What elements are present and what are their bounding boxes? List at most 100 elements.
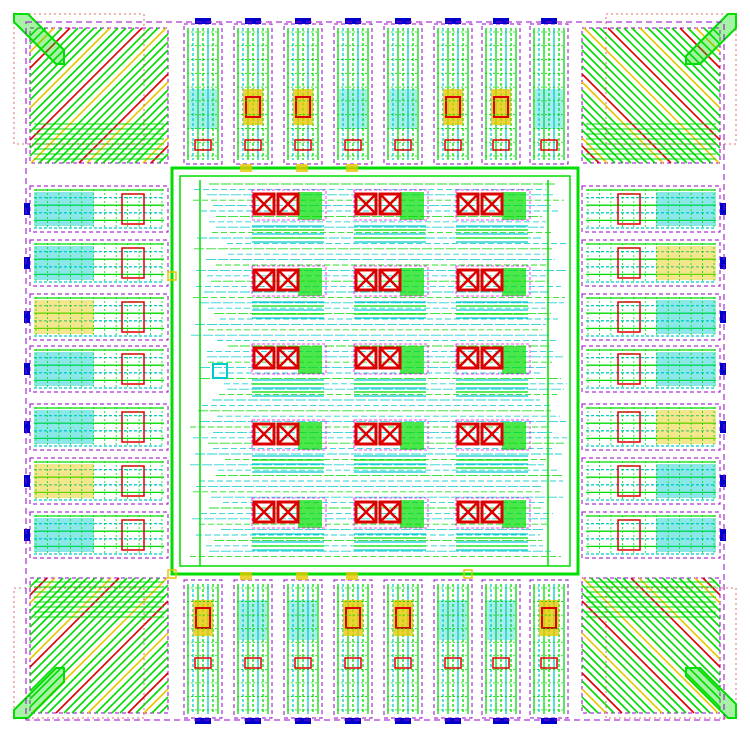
corner-outline: [605, 587, 737, 719]
pad-pin: [541, 18, 557, 24]
core-cell: [251, 343, 327, 397]
pad-gate: [617, 465, 641, 497]
pad-pin: [195, 18, 211, 24]
corner-boundary: [581, 27, 721, 164]
corner-diagonal-trace: [581, 648, 647, 714]
corner-diagonal-trace: [581, 640, 655, 714]
corner-diagonal-trace: [38, 33, 169, 164]
corner-cell: [581, 577, 721, 714]
corner-diagonal-trace: [581, 696, 599, 714]
pad-gate: [345, 607, 361, 629]
pad-boundary: [283, 579, 323, 719]
corner-diagonal-trace: [29, 27, 127, 125]
core-marker: [212, 363, 228, 379]
corner-diagonal-trace: [39, 584, 169, 714]
io-pad-horizontal: [581, 457, 726, 505]
corner-diagonal-trace: [581, 73, 672, 164]
corner-diagonal-trace: [79, 624, 169, 714]
cell-metal-block: [400, 346, 424, 374]
corner-diagonal-trace: [581, 57, 688, 164]
corner-diagonal-trace: [95, 640, 169, 714]
corner-diagonal-trace: [55, 600, 169, 714]
corner-diagonal-trace: [581, 608, 687, 714]
corner-cell: [29, 577, 169, 714]
core-connector: [346, 572, 358, 580]
io-pad-vertical: [383, 579, 423, 724]
pad-metal-block: [289, 600, 317, 640]
crossed-box-diagonal: [253, 269, 275, 291]
pad-gate: [121, 519, 145, 551]
core-connector: [296, 164, 308, 172]
corner-diagonal-trace: [63, 608, 169, 714]
corner-diagonal-trace: [581, 41, 704, 164]
corner-bracket-shape: [685, 13, 737, 65]
pad-pin: [24, 311, 30, 323]
crossed-box-diagonal: [253, 423, 275, 445]
corner-diagonal-trace: [29, 27, 159, 157]
corner-diagonal-trace: [581, 632, 663, 714]
corner-diagonal-trace: [151, 696, 169, 714]
pad-pin: [720, 475, 726, 487]
io-pad-vertical: [233, 18, 273, 165]
crossed-box-diagonal: [277, 423, 299, 445]
crossed-box-diagonal: [481, 269, 503, 291]
pad-gate: [121, 301, 145, 333]
crossed-box-icon: [480, 500, 504, 524]
io-pad-vertical: [183, 579, 223, 724]
corner-diagonal-trace: [630, 577, 721, 668]
crossed-box-icon: [252, 422, 276, 446]
crossed-box-diagonal: [355, 347, 377, 369]
pad-pin: [395, 18, 411, 24]
core-connector: [240, 572, 252, 580]
corner-diagonal-trace: [599, 27, 721, 149]
core-connector: [240, 164, 252, 172]
pad-metal-block: [34, 246, 94, 280]
pad-pin: [24, 475, 30, 487]
pad-metal-block: [656, 246, 716, 280]
pad-metal-block: [656, 352, 716, 386]
crossed-box-diagonal: [253, 193, 275, 215]
crossed-box-diagonal: [481, 193, 503, 215]
crossed-box-icon: [354, 500, 378, 524]
pad-gate: [395, 607, 411, 629]
core-cell: [455, 189, 531, 243]
crossed-box-icon: [456, 346, 480, 370]
corner-diagonal-trace: [581, 616, 679, 714]
pad-gate: [617, 519, 641, 551]
crossed-box-icon: [456, 192, 480, 216]
cell-metal-block: [502, 192, 526, 220]
crossed-box-icon: [456, 500, 480, 524]
core-cell: [455, 265, 531, 319]
pad-contact: [394, 657, 412, 669]
corner-diagonal-trace: [29, 27, 71, 69]
pad-boundary: [383, 23, 423, 165]
pad-pin: [445, 18, 461, 24]
crossed-box-diagonal: [355, 501, 377, 523]
cell-boundary: [455, 265, 531, 297]
crossed-box-icon: [480, 346, 504, 370]
pad-metal-block: [34, 518, 94, 552]
corner-diagonal-trace: [102, 97, 169, 164]
cell-boundary: [353, 189, 429, 221]
corner-diagonal-trace: [29, 27, 151, 149]
corner-diagonal-trace: [581, 129, 616, 164]
core-cell: [353, 419, 429, 473]
io-pad-vertical: [433, 579, 473, 724]
crossed-box-diagonal: [277, 501, 299, 523]
corner-diagonal-trace: [29, 27, 119, 117]
io-pad-horizontal: [24, 511, 169, 559]
corner-diagonal-trace: [581, 600, 695, 714]
pad-metal-block: [656, 300, 716, 334]
core-corner-via: [167, 271, 177, 281]
corner-diagonal-trace: [581, 704, 591, 714]
pad-ring-outline: [25, 21, 725, 721]
crossed-box-icon: [276, 422, 300, 446]
pad-contact: [244, 139, 262, 151]
cell-metal-block: [400, 192, 424, 220]
core-cell: [251, 189, 327, 243]
corner-diagonal-trace: [581, 688, 607, 714]
corner-diagonal-trace: [582, 577, 719, 714]
io-pad-horizontal: [24, 185, 169, 233]
pad-pin: [395, 718, 411, 724]
